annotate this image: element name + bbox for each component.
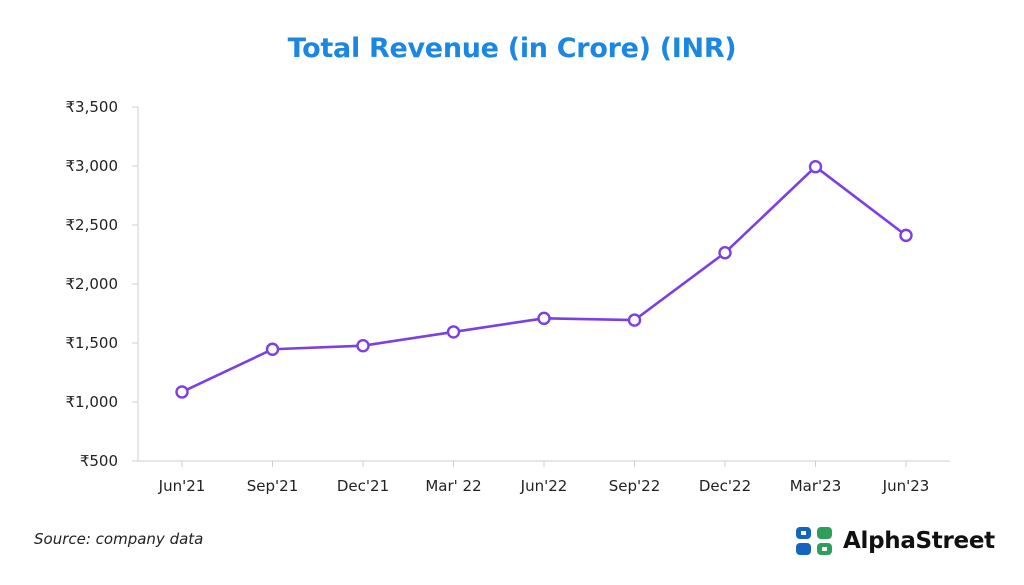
x-axis-ticks: Jun'21 Sep'21 Dec'21 Mar' 22 Jun'22 Sep'22 Dec… [158, 461, 930, 495]
x-tick-label: Mar' 22 [425, 477, 481, 495]
y-tick-label: ₹1,500 [66, 334, 119, 352]
chart-axes [137, 107, 950, 462]
y-tick-label: ₹2,000 [66, 275, 119, 293]
x-tick-label: Sep'22 [609, 477, 660, 495]
brand-name: AlphaStreet [843, 528, 995, 554]
revenue-data-point [265, 342, 280, 356]
revenue-series-line [181, 165, 907, 394]
revenue-data-point [627, 313, 642, 327]
x-tick-label: Jun'23 [882, 477, 930, 495]
revenue-data-point [808, 160, 823, 174]
source-note: Source: company data [34, 530, 204, 548]
x-tick-label: Dec'22 [699, 477, 751, 495]
revenue-data-point [899, 228, 913, 243]
revenue-data-point [175, 385, 189, 399]
x-tick-label: Sep'21 [247, 477, 298, 495]
y-tick-label: ₹500 [80, 452, 118, 470]
revenue-data-point [356, 339, 370, 353]
revenue-data-point [446, 325, 461, 339]
x-tick-label: Jun'22 [520, 477, 568, 495]
y-axis-ticks: ₹500 ₹1,000 ₹1,500 ₹2,000 ₹2,500 ₹3,000 ₹3,500 [66, 98, 138, 470]
y-tick-label: ₹3,500 [66, 98, 119, 116]
revenue-data-point [537, 311, 551, 326]
x-tick-label: Mar'23 [790, 477, 842, 495]
chart-title: Total Revenue (in Crore) (INR) [287, 33, 737, 64]
alphastreet-logo-icon [796, 527, 832, 555]
y-tick-label: ₹2,500 [66, 216, 119, 234]
x-tick-label: Dec'21 [337, 477, 389, 495]
series-group [175, 160, 913, 399]
x-tick-label: Jun'21 [158, 477, 206, 495]
brand: AlphaStreet [795, 524, 995, 558]
y-tick-label: ₹1,000 [66, 393, 119, 411]
revenue-data-point [718, 246, 732, 260]
y-tick-label: ₹3,000 [66, 157, 119, 175]
